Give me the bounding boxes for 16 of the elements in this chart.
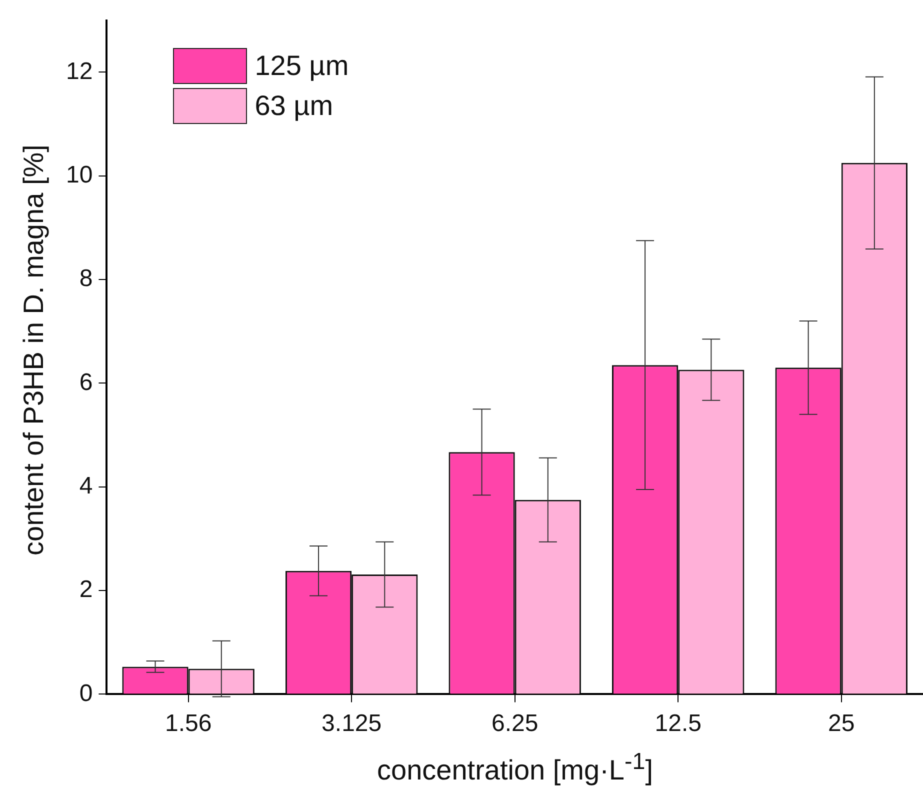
x-tick-label: 25 [828,710,855,738]
x-tick-label: 12.5 [654,710,702,738]
legend-label: 63 µm [254,90,334,122]
y-tick-label: 4 [79,472,93,500]
y-tick-label: 2 [79,576,93,604]
y-tick-label: 8 [79,265,93,292]
legend-label: 125 µm [254,50,349,82]
y-tick-label: 0 [79,680,93,707]
y-axis-title: content of P3HB in D. magna [%] [18,144,50,556]
y-tick-label: 6 [79,368,93,396]
y-tick-label: 10 [66,162,93,189]
x-tick-label: 3.125 [322,710,382,738]
x-tick-label: 6.25 [491,710,538,738]
x-tick-label: 1.56 [164,710,212,738]
x-axis-title: concentration [mg·L$^{-1}$] [377,748,653,786]
y-tick-label: 12 [66,58,93,85]
